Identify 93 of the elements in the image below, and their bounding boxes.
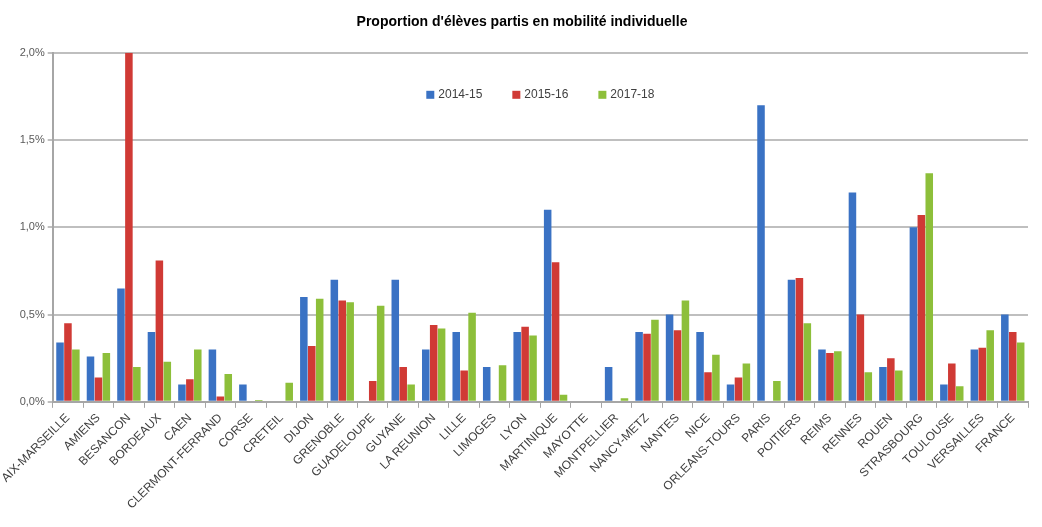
bar bbox=[368, 380, 377, 401]
bar bbox=[795, 277, 804, 401]
bar bbox=[346, 302, 354, 401]
bar bbox=[308, 345, 316, 401]
bar bbox=[917, 215, 926, 401]
bar bbox=[460, 370, 468, 401]
bar bbox=[635, 332, 643, 401]
bar bbox=[94, 377, 103, 401]
bar bbox=[651, 319, 659, 401]
bar bbox=[482, 366, 491, 401]
bar bbox=[818, 349, 826, 401]
bar bbox=[147, 332, 156, 401]
bar bbox=[1009, 332, 1017, 401]
bar bbox=[194, 349, 202, 401]
bar bbox=[468, 312, 476, 401]
bar bbox=[803, 323, 812, 401]
bar bbox=[421, 349, 430, 401]
bar bbox=[376, 305, 385, 401]
bar bbox=[643, 333, 651, 401]
legend-label: 2015-16 bbox=[524, 87, 569, 102]
bar bbox=[391, 279, 400, 401]
bar bbox=[665, 314, 674, 401]
bar bbox=[773, 380, 781, 401]
bar bbox=[826, 352, 834, 401]
bar bbox=[787, 279, 796, 401]
bar bbox=[681, 300, 690, 401]
bar bbox=[856, 314, 865, 401]
bar bbox=[909, 227, 918, 401]
bar bbox=[155, 260, 164, 401]
bar bbox=[895, 370, 903, 401]
bar bbox=[978, 347, 987, 401]
bar bbox=[513, 332, 521, 401]
y-tick-label: 0,0% bbox=[19, 394, 45, 407]
bar bbox=[696, 332, 704, 401]
bar bbox=[986, 330, 994, 401]
bar bbox=[399, 366, 407, 401]
bar bbox=[407, 384, 415, 401]
bar bbox=[551, 262, 560, 401]
legend-label: 2014-15 bbox=[438, 87, 483, 102]
bar bbox=[330, 279, 339, 401]
bar bbox=[338, 300, 347, 401]
bar bbox=[117, 288, 125, 401]
bar bbox=[955, 386, 964, 401]
bar bbox=[178, 384, 186, 401]
bar bbox=[64, 323, 72, 401]
bar bbox=[86, 356, 95, 401]
bar bbox=[300, 297, 308, 401]
legend-label: 2017-18 bbox=[610, 87, 655, 102]
bar bbox=[948, 363, 956, 401]
bar bbox=[543, 209, 552, 401]
y-tick-label: 1,5% bbox=[19, 133, 45, 146]
bar bbox=[887, 358, 895, 401]
bar bbox=[673, 330, 682, 401]
y-tick-label: 0,5% bbox=[19, 307, 45, 320]
bar bbox=[940, 384, 948, 401]
bar bbox=[734, 377, 743, 401]
bar bbox=[429, 325, 438, 401]
bar bbox=[757, 105, 765, 401]
bar bbox=[285, 382, 293, 401]
bar bbox=[102, 352, 111, 401]
bar bbox=[879, 366, 887, 401]
bar bbox=[208, 349, 217, 401]
bar bbox=[864, 372, 873, 401]
bar bbox=[742, 363, 751, 401]
bar bbox=[56, 342, 64, 401]
bar bbox=[559, 394, 568, 401]
bar bbox=[224, 373, 233, 401]
bar bbox=[125, 52, 133, 401]
y-tick-label: 2,0% bbox=[19, 45, 45, 58]
bar bbox=[239, 384, 247, 401]
bar bbox=[1016, 342, 1025, 401]
bar bbox=[163, 361, 172, 401]
bar bbox=[834, 351, 842, 401]
bar bbox=[452, 332, 460, 401]
bar bbox=[521, 326, 529, 401]
bar bbox=[315, 298, 324, 401]
bar bbox=[498, 365, 507, 401]
bar bbox=[437, 328, 446, 401]
bar bbox=[529, 335, 537, 401]
bar bbox=[133, 366, 141, 401]
bar bbox=[726, 384, 735, 401]
bar bbox=[970, 349, 979, 401]
chart-title: Proportion d'élèves partis en mobilité individuelle bbox=[356, 13, 688, 30]
bar bbox=[848, 192, 857, 401]
bar bbox=[925, 173, 934, 401]
bar bbox=[72, 349, 80, 401]
bar bbox=[712, 354, 720, 401]
bar bbox=[186, 379, 194, 401]
y-tick-label: 1,0% bbox=[19, 220, 45, 233]
bar bbox=[604, 366, 613, 401]
bar bbox=[620, 398, 629, 401]
bar bbox=[704, 372, 712, 401]
bar bbox=[1001, 314, 1009, 401]
